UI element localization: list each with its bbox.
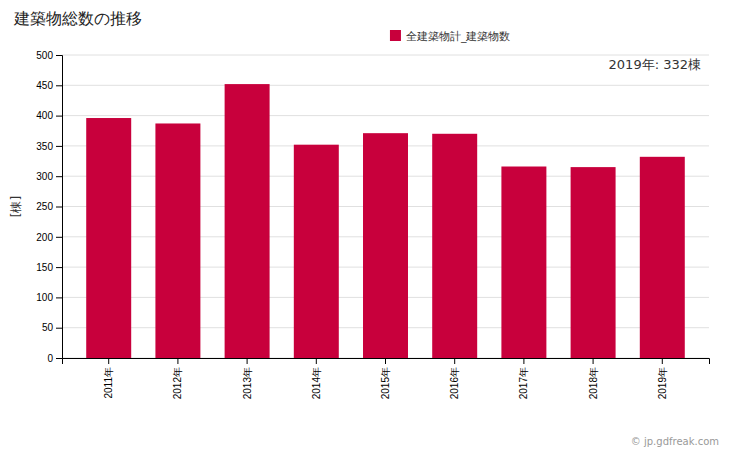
- y-tick: 450: [36, 80, 62, 91]
- bar: [363, 133, 408, 358]
- x-tick-label: 2011年: [103, 367, 114, 399]
- bar: [571, 167, 616, 358]
- y-axis: 0 50 100 150 200 250 300 350 400 450 500: [36, 50, 62, 364]
- y-tick-mark: [56, 237, 62, 238]
- x-tick-label: 2016年: [449, 367, 460, 399]
- x-axis: 2011年 2012年 2013年 2014年 2015年 2016年 2017年 2018年…: [63, 358, 710, 399]
- y-tick-label: 50: [42, 322, 54, 333]
- x-tick-label: 2012年: [172, 367, 183, 399]
- y-tick-label: 250: [36, 201, 53, 212]
- x-tick: 2012年: [172, 358, 183, 399]
- annotation: 2019年: 332棟: [609, 57, 701, 72]
- bar: [432, 134, 477, 358]
- y-axis-title: [棟]: [9, 196, 23, 217]
- y-tick-label: 200: [36, 232, 53, 243]
- y-tick-label: 150: [36, 262, 53, 273]
- y-tick-label: 450: [36, 80, 53, 91]
- x-tick-label: 2018年: [588, 367, 599, 399]
- y-tick: 150: [36, 262, 62, 273]
- x-tick: 2013年: [242, 358, 253, 399]
- grid: [62, 55, 709, 358]
- bar: [155, 123, 200, 358]
- x-tick: 2017年: [518, 358, 529, 399]
- x-tick-mark: [523, 358, 524, 364]
- y-tick-mark: [56, 146, 62, 147]
- y-tick-label: 350: [36, 141, 53, 152]
- x-tick-label: 2014年: [311, 367, 322, 399]
- y-tick-mark: [56, 267, 62, 268]
- x-axis-line: [63, 359, 710, 365]
- y-tick-mark: [56, 207, 62, 208]
- x-tick: 2015年: [380, 358, 391, 399]
- y-tick: 50: [42, 322, 62, 333]
- grid-line: [62, 55, 709, 56]
- series: [86, 84, 685, 358]
- x-tick-label: 2013年: [242, 367, 253, 399]
- y-tick: 200: [36, 232, 62, 243]
- x-tick-mark: [177, 358, 178, 364]
- y-tick-mark: [56, 55, 62, 56]
- y-tick: 300: [36, 171, 62, 182]
- legend-label: 全建築物計_建築物数: [406, 30, 511, 43]
- y-tick: 0: [47, 353, 62, 364]
- y-tick-mark: [56, 358, 62, 359]
- x-tick-mark: [454, 358, 455, 364]
- x-tick: 2019年: [657, 358, 668, 399]
- y-tick-mark: [56, 297, 62, 298]
- y-tick-label: 100: [36, 292, 53, 303]
- y-tick: 100: [36, 292, 62, 303]
- legend-swatch: [390, 30, 401, 41]
- y-tick-label: 500: [36, 50, 53, 61]
- y-tick-mark: [56, 328, 62, 329]
- x-tick-mark: [316, 358, 317, 364]
- grid-line: [62, 85, 709, 86]
- y-axis-line: [56, 56, 63, 359]
- y-tick: 400: [36, 110, 62, 121]
- x-tick: 2011年: [103, 358, 114, 399]
- y-tick-mark: [56, 85, 62, 86]
- bar: [225, 84, 270, 358]
- bars: [86, 84, 685, 358]
- copyright: © jp.gdfreak.com: [631, 436, 719, 447]
- x-tick-mark: [662, 358, 663, 364]
- legend-item: 全建築物計_建築物数: [390, 30, 511, 43]
- chart: 0 50 100 150 200 250 300 350 400 450 500 2011年 2012年…: [0, 0, 729, 450]
- y-tick-mark: [56, 176, 62, 177]
- x-tick-label: 2017年: [518, 367, 529, 399]
- x-tick-mark: [385, 358, 386, 364]
- bar: [294, 145, 339, 358]
- x-tick-mark: [593, 358, 594, 364]
- bar: [501, 167, 546, 358]
- x-tick: 2016年: [449, 358, 460, 399]
- bar: [86, 118, 131, 358]
- y-tick: 350: [36, 141, 62, 152]
- plot: 0 50 100 150 200 250 300 350 400 450 500 2011年 2012年…: [36, 50, 709, 400]
- y-tick: 250: [36, 201, 62, 212]
- title: 建築物総数の推移: [13, 9, 142, 28]
- y-tick: 500: [36, 50, 62, 61]
- legend: 全建築物計_建築物数: [390, 30, 511, 43]
- y-tick-label: 300: [36, 171, 53, 182]
- x-tick-label: 2019年: [657, 367, 668, 399]
- y-tick-label: 400: [36, 110, 53, 121]
- x-tick-mark: [247, 358, 248, 364]
- grid-line: [62, 115, 709, 116]
- x-tick: 2014年: [311, 358, 322, 399]
- x-tick-label: 2015年: [380, 367, 391, 399]
- bar: [640, 157, 685, 358]
- y-tick-label: 0: [47, 353, 53, 364]
- x-tick-mark: [108, 358, 109, 364]
- y-tick-mark: [56, 116, 62, 117]
- x-tick: 2018年: [588, 358, 599, 399]
